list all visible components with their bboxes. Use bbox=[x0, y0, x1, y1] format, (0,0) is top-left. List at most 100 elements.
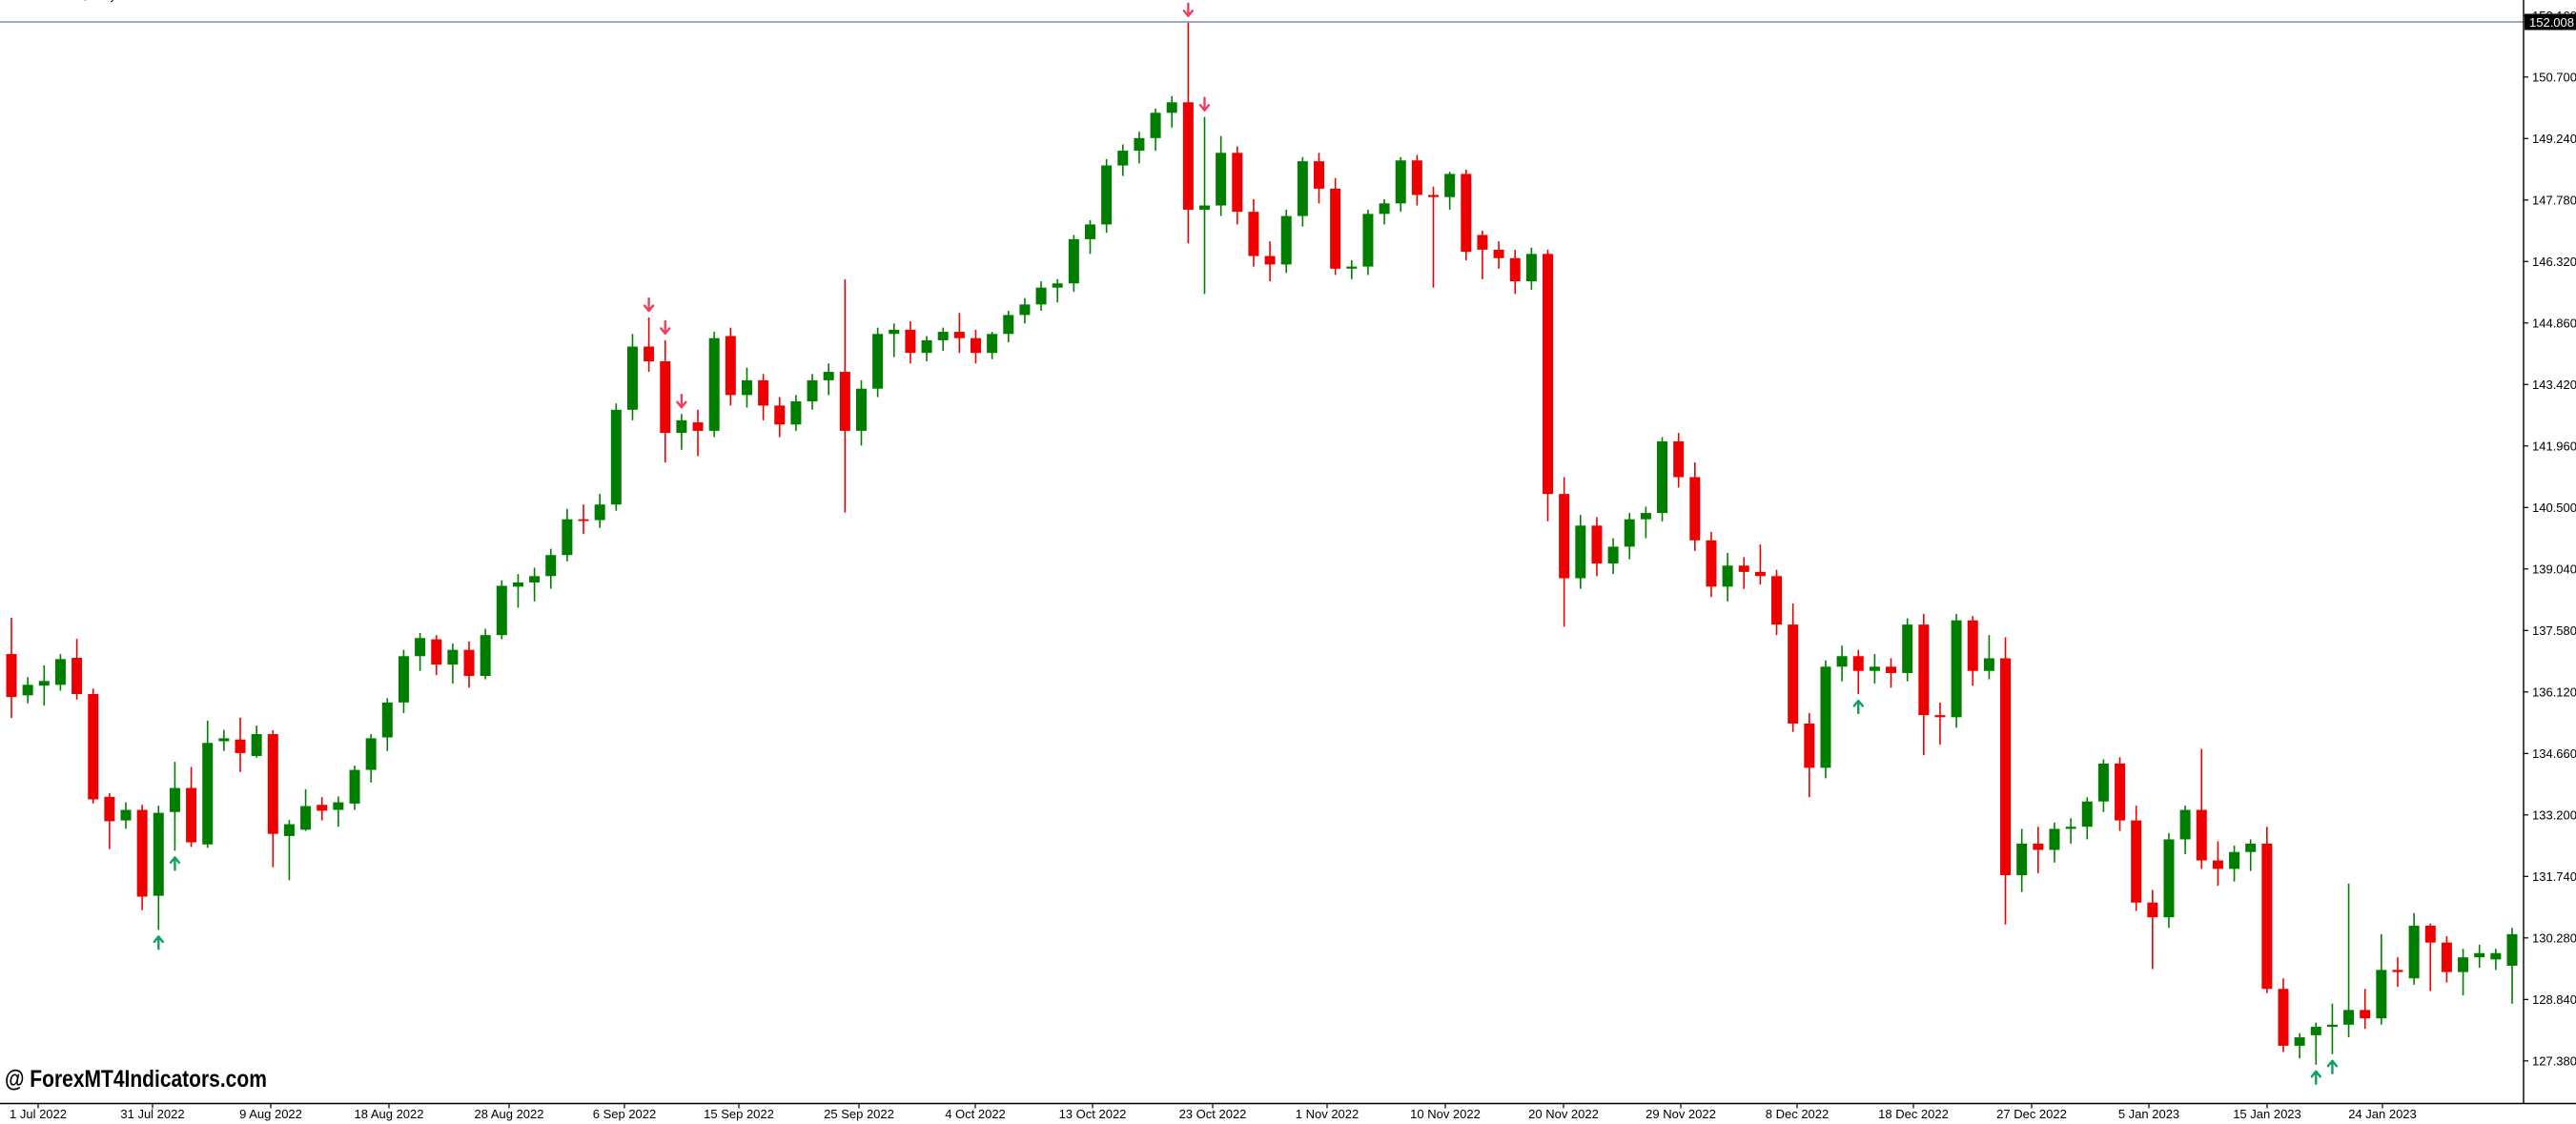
bull-candle bbox=[921, 339, 932, 354]
bull-candle bbox=[2097, 763, 2109, 802]
y-axis-label: 139.040 bbox=[2532, 562, 2576, 576]
bull-candle bbox=[300, 806, 312, 830]
bear-candle bbox=[1754, 571, 1766, 577]
x-axis-label: 18 Aug 2022 bbox=[354, 1107, 423, 1121]
bull-candle bbox=[1657, 440, 1668, 514]
x-axis-label: 28 Aug 2022 bbox=[474, 1107, 543, 1121]
bull-candle bbox=[2343, 1010, 2355, 1025]
bull-candle bbox=[2310, 1027, 2321, 1035]
signal-arrow-down-icon bbox=[643, 296, 655, 313]
bear-candle bbox=[2278, 989, 2289, 1046]
bear-candle bbox=[1788, 624, 1799, 724]
bull-candle bbox=[349, 769, 360, 804]
x-axis-label: 31 Jul 2022 bbox=[120, 1107, 184, 1121]
bear-candle bbox=[186, 787, 197, 843]
x-axis-label: 4 Oct 2022 bbox=[945, 1107, 1006, 1121]
bear-candle bbox=[1852, 656, 1864, 671]
bull-candle bbox=[153, 812, 164, 896]
bull-candle bbox=[741, 379, 752, 396]
bear-candle bbox=[1918, 624, 1930, 716]
x-axis-label: 29 Nov 2022 bbox=[1646, 1107, 1716, 1121]
signal-arrow-down-icon bbox=[1198, 96, 1211, 112]
bull-candle bbox=[855, 388, 867, 431]
price-tag-label: 152.008 bbox=[2529, 15, 2574, 30]
x-axis-label: 25 Sep 2022 bbox=[824, 1107, 894, 1121]
bear-candle bbox=[2360, 1010, 2371, 1019]
bear-candle bbox=[1591, 525, 1603, 564]
y-axis-label: 133.200 bbox=[2532, 807, 2576, 822]
bull-candle bbox=[218, 738, 230, 742]
bear-candle bbox=[2000, 658, 2012, 875]
y-axis-label: 128.840 bbox=[2532, 992, 2576, 1007]
bull-candle bbox=[545, 555, 557, 577]
bull-candle bbox=[2326, 1024, 2338, 1028]
bull-candle bbox=[676, 419, 687, 434]
y-axis-label: 146.320 bbox=[2532, 255, 2576, 269]
bear-candle bbox=[2196, 809, 2207, 861]
bear-candle bbox=[2115, 763, 2126, 821]
bear-candle bbox=[2261, 843, 2273, 990]
bull-candle bbox=[283, 824, 295, 836]
bull-candle bbox=[2065, 827, 2076, 829]
bear-candle bbox=[1248, 212, 1259, 256]
y-axis-label: 143.420 bbox=[2532, 378, 2576, 392]
price-tag bbox=[2525, 13, 2576, 31]
x-axis-label: 1 Jul 2022 bbox=[10, 1107, 67, 1121]
bull-candle bbox=[2049, 828, 2060, 850]
y-axis-label: 149.240 bbox=[2532, 132, 2576, 146]
signal-arrow-up-icon bbox=[2326, 1059, 2339, 1074]
bull-candle bbox=[708, 337, 720, 431]
bear-candle bbox=[1428, 194, 1440, 197]
bull-candle bbox=[2229, 851, 2240, 869]
bull-candle bbox=[2458, 957, 2469, 972]
y-axis-label: 144.860 bbox=[2532, 316, 2576, 330]
bear-candle bbox=[1673, 440, 1685, 478]
bull-candle bbox=[1052, 283, 1063, 288]
bull-candle bbox=[2376, 970, 2387, 1019]
bull-candle bbox=[2163, 839, 2175, 918]
bear-candle bbox=[2212, 860, 2223, 869]
bull-candle bbox=[1444, 174, 1456, 197]
x-axis-label: 9 Aug 2022 bbox=[239, 1107, 302, 1121]
signal-arrow-up-icon bbox=[1852, 699, 1864, 715]
bear-candle bbox=[1411, 160, 1422, 195]
bull-candle bbox=[529, 576, 541, 582]
bear-candle bbox=[839, 372, 850, 431]
bear-candle bbox=[905, 329, 916, 354]
signal-arrow-up-icon bbox=[2310, 1070, 2321, 1086]
bull-candle bbox=[1068, 238, 1079, 284]
bear-candle bbox=[1706, 540, 1717, 587]
bull-candle bbox=[2490, 952, 2502, 960]
bull-candle bbox=[1003, 315, 1014, 335]
x-axis-label: 24 Jan 2023 bbox=[2348, 1107, 2417, 1121]
watermark: @ ForexMT4Indicators.com bbox=[5, 1066, 267, 1093]
bear-candle bbox=[758, 379, 769, 406]
bull-candle bbox=[1575, 525, 1586, 579]
bear-candle bbox=[1543, 254, 1554, 495]
x-axis-label: 8 Dec 2022 bbox=[1766, 1107, 1830, 1121]
bull-candle bbox=[54, 659, 66, 685]
signal-arrow-up-icon bbox=[169, 856, 181, 871]
bear-candle bbox=[644, 346, 655, 362]
bear-candle bbox=[6, 654, 17, 698]
bull-candle bbox=[1722, 565, 1733, 587]
y-axis-label: 137.580 bbox=[2532, 623, 2576, 638]
signal-arrow-down-icon bbox=[676, 394, 687, 409]
bull-candle bbox=[415, 638, 426, 657]
y-axis-label: 134.660 bbox=[2532, 746, 2576, 761]
bear-candle bbox=[1314, 161, 1325, 189]
x-axis-label: 1 Nov 2022 bbox=[1296, 1107, 1360, 1121]
bear-candle bbox=[1886, 666, 1897, 673]
bull-candle bbox=[1640, 513, 1651, 520]
bull-candle bbox=[1019, 304, 1031, 316]
y-axis-label: 141.960 bbox=[2532, 439, 2576, 453]
bull-candle bbox=[1951, 620, 1962, 718]
bull-candle bbox=[2081, 801, 2093, 828]
bull-candle bbox=[1117, 151, 1129, 166]
bull-candle bbox=[2245, 843, 2257, 852]
bear-candle bbox=[267, 733, 278, 834]
bear-candle bbox=[1689, 477, 1701, 541]
bull-candle bbox=[2408, 926, 2420, 979]
